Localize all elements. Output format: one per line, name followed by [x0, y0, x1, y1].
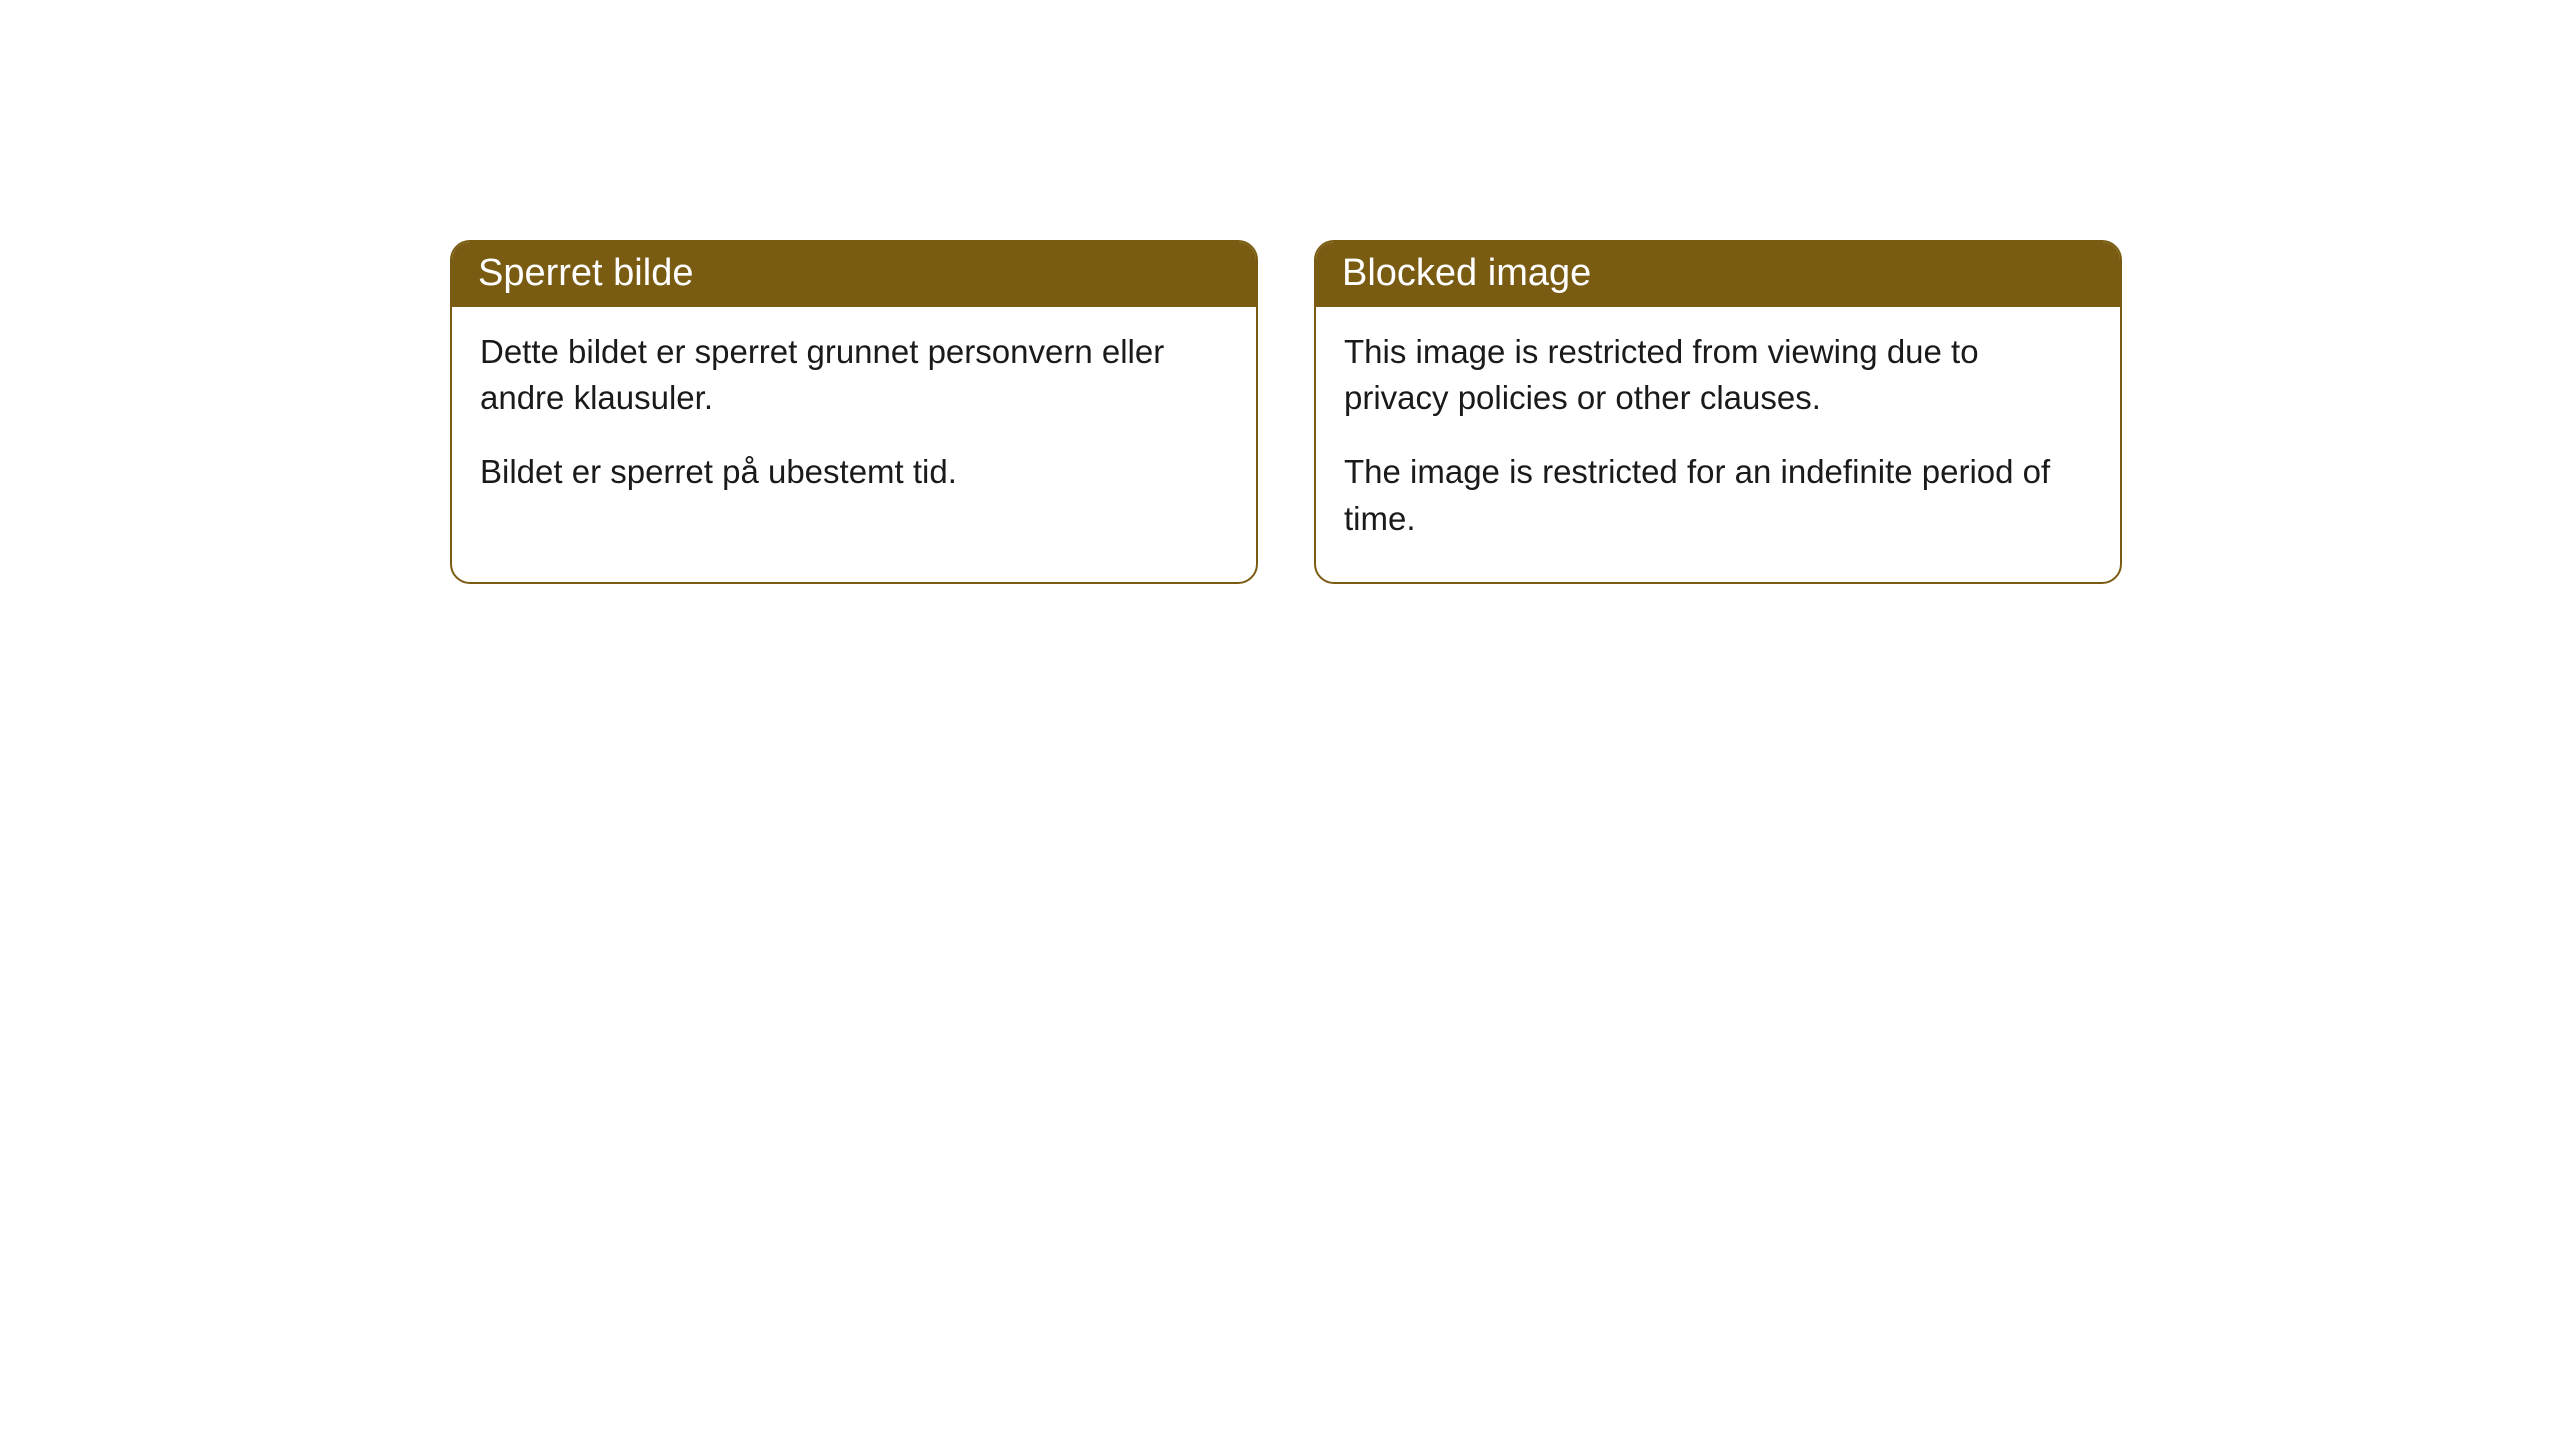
blocked-image-card-norwegian: Sperret bilde Dette bildet er sperret gr… [450, 240, 1258, 584]
card-paragraph-1: This image is restricted from viewing du… [1344, 329, 2092, 421]
blocked-image-card-english: Blocked image This image is restricted f… [1314, 240, 2122, 584]
card-title: Blocked image [1342, 252, 1591, 294]
card-paragraph-2: Bildet er sperret på ubestemt tid. [480, 449, 1228, 495]
card-header-english: Blocked image [1316, 242, 2120, 307]
notification-cards-container: Sperret bilde Dette bildet er sperret gr… [450, 240, 2560, 584]
card-title: Sperret bilde [478, 252, 693, 294]
card-header-norwegian: Sperret bilde [452, 242, 1256, 307]
card-body-norwegian: Dette bildet er sperret grunnet personve… [452, 307, 1256, 536]
card-body-english: This image is restricted from viewing du… [1316, 307, 2120, 582]
card-paragraph-2: The image is restricted for an indefinit… [1344, 449, 2092, 541]
card-paragraph-1: Dette bildet er sperret grunnet personve… [480, 329, 1228, 421]
